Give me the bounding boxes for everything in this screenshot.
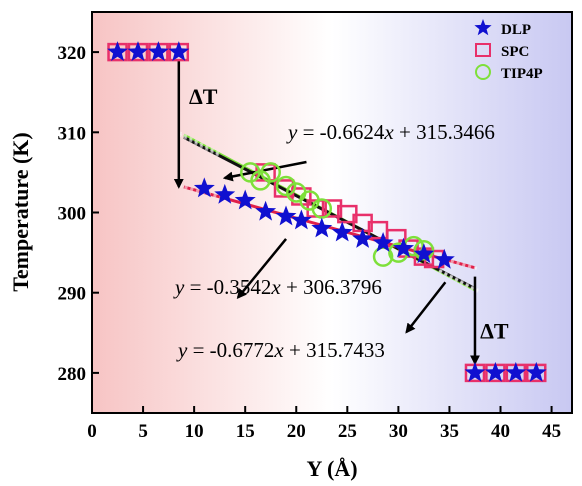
y-tick-label: 320 xyxy=(58,43,87,64)
point-dlp xyxy=(147,41,169,61)
eq-arrow-mid xyxy=(236,238,288,300)
x-tick-label: 25 xyxy=(338,421,357,442)
legend-label: DLP xyxy=(501,22,531,38)
x-tick-label: 45 xyxy=(542,421,561,442)
fit-line-dot-2 xyxy=(438,269,479,293)
point-dlp xyxy=(168,41,190,61)
y-tick-label: 300 xyxy=(58,204,87,225)
point-dlp xyxy=(234,189,256,210)
point-tip4p xyxy=(275,175,297,197)
point-dlp xyxy=(433,248,455,269)
point-dlp xyxy=(331,221,353,242)
point-spc xyxy=(321,199,343,218)
x-tick-label: 30 xyxy=(389,421,408,442)
eq-arrow-bottom xyxy=(405,281,447,334)
point-dlp xyxy=(393,237,414,258)
point-dlp xyxy=(372,232,394,252)
point-dlp xyxy=(352,228,374,248)
x-tick-label: 20 xyxy=(287,421,306,442)
legend: DLP SPC TIP4P xyxy=(474,19,543,82)
eq-arrow-top xyxy=(222,160,307,182)
data-points xyxy=(107,41,547,383)
fit-line-dot-2 xyxy=(178,131,221,156)
point-dlp xyxy=(214,183,236,204)
x-tick-label: 40 xyxy=(491,421,510,442)
point-dlp xyxy=(193,177,215,198)
x-tick-label: 15 xyxy=(236,421,255,442)
y-tick-label: 280 xyxy=(58,364,87,385)
y-axis-label: Temperature (K) xyxy=(8,132,33,291)
point-tip4p xyxy=(311,198,333,219)
point-dlp xyxy=(275,205,297,226)
axes-ticks: 0 5 10 15 20 25 30 35 40 45 280 290 300 310 320 xyxy=(58,43,562,442)
x-axis-label: Y (Å) xyxy=(306,456,357,481)
x-tick-label: 0 xyxy=(87,421,97,442)
plot-frame xyxy=(91,11,573,414)
point-dlp xyxy=(505,361,527,382)
fit-equations: y = -0.6624x + 315.3466 y = -0.3542x + 30… xyxy=(173,120,495,362)
fit-equation-1: y = -0.3542x + 306.3796 xyxy=(173,275,382,299)
legend-label: TIP4P xyxy=(501,66,543,82)
point-dlp xyxy=(311,217,333,238)
y-tick-label: 290 xyxy=(58,284,87,305)
y-tick-label: 310 xyxy=(58,123,87,144)
x-tick-label: 5 xyxy=(138,421,148,442)
legend-label: SPC xyxy=(501,44,529,60)
fit-equation-2: y = -0.6772x + 315.7433 xyxy=(176,338,385,362)
point-dlp xyxy=(525,361,547,382)
x-tick-label: 10 xyxy=(185,421,204,442)
delta-t-label-left: ΔT xyxy=(189,84,218,109)
point-tip4p xyxy=(413,239,435,261)
point-dlp xyxy=(464,361,486,382)
fit-equation-0: y = -0.6624x + 315.3466 xyxy=(286,120,495,144)
x-tick-label: 35 xyxy=(440,421,459,442)
annotation-arrows: ΔT ΔT xyxy=(173,60,509,366)
point-dlp xyxy=(474,19,492,36)
fit-line-dot-1 xyxy=(178,184,221,199)
point-dlp xyxy=(127,41,149,61)
point-dlp xyxy=(107,41,128,61)
point-dlp xyxy=(255,200,277,221)
point-dlp xyxy=(484,361,506,382)
legend-marker-spc xyxy=(475,43,491,57)
point-tip4p xyxy=(260,162,281,183)
point-dlp xyxy=(290,209,312,230)
fit-line-dot-0 xyxy=(178,133,221,158)
point-dlp xyxy=(413,243,435,264)
legend-marker-tip4p xyxy=(475,64,491,80)
delta-t-label-right: ΔT xyxy=(480,318,509,343)
